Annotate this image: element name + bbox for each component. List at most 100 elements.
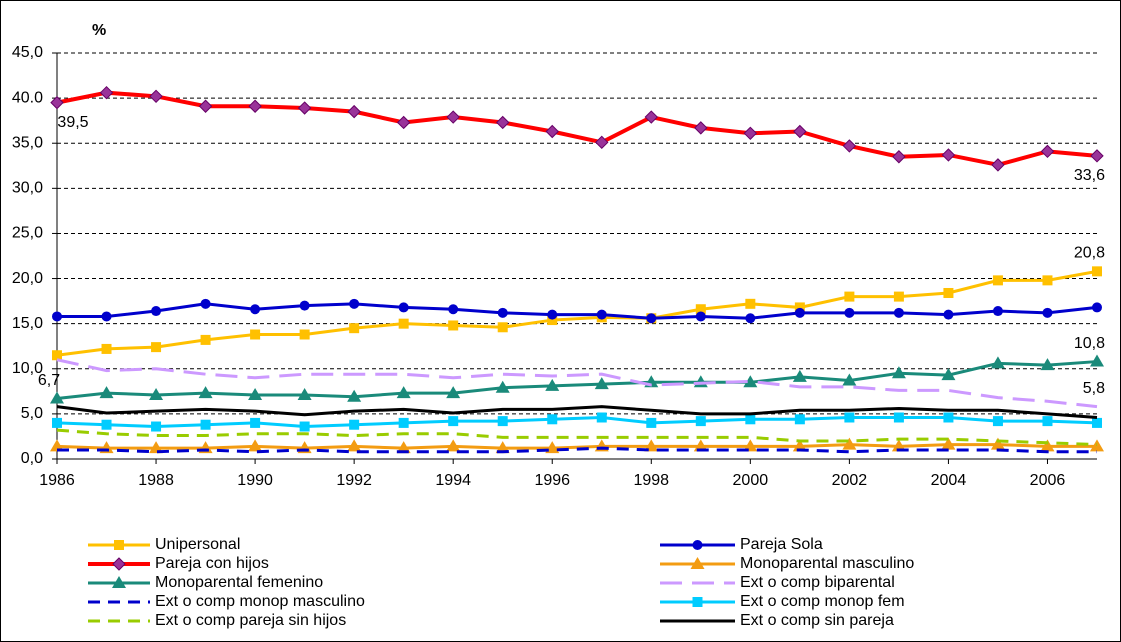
data-point <box>545 124 559 139</box>
data-point <box>99 85 114 100</box>
data-point <box>398 318 409 329</box>
x-tick-label: 2002 <box>832 472 868 489</box>
data-point <box>646 313 657 324</box>
data-point <box>50 391 64 404</box>
legend-label: Monoparental masculino <box>740 555 914 572</box>
data-point <box>547 414 558 425</box>
data-point <box>398 302 409 313</box>
data-point <box>695 416 706 427</box>
data-point <box>792 439 807 452</box>
data-point <box>842 373 857 386</box>
data-point <box>745 298 756 309</box>
data-point <box>1090 439 1104 452</box>
data-point <box>844 412 855 423</box>
series-line <box>57 302 1098 320</box>
data-point <box>446 439 461 452</box>
data-point <box>299 300 310 311</box>
data-point <box>1040 439 1055 452</box>
legend-label: Ext o comp biparental <box>740 574 895 591</box>
data-point <box>1042 307 1053 318</box>
data-point <box>497 307 508 318</box>
data-point <box>990 356 1005 369</box>
y-tick-label: 10,0 <box>12 360 43 377</box>
data-point <box>941 437 956 450</box>
data-point <box>495 380 510 393</box>
legend-marker <box>114 540 124 550</box>
data-point <box>52 311 62 322</box>
data-point <box>347 104 361 119</box>
data-point <box>594 377 609 390</box>
data-point <box>248 387 263 400</box>
data-point <box>943 412 954 423</box>
data-point <box>893 291 904 302</box>
x-tick-label: 1992 <box>336 472 372 489</box>
data-point <box>448 304 459 315</box>
data-point <box>1092 417 1102 428</box>
data-point <box>794 302 805 313</box>
data-point <box>52 350 62 361</box>
data-point <box>1092 302 1102 313</box>
series-line <box>56 90 1098 167</box>
x-tick-label: 1988 <box>138 472 174 489</box>
data-point <box>743 375 758 388</box>
data-point <box>1040 358 1055 371</box>
series-line <box>57 446 1097 454</box>
data-point <box>446 110 460 124</box>
data-point <box>299 329 310 340</box>
data-point <box>793 124 807 139</box>
data-point <box>842 139 857 153</box>
data-point <box>794 307 805 318</box>
data-point <box>448 320 459 331</box>
y-tick-label: 5,0 <box>21 405 43 422</box>
data-point <box>743 126 758 141</box>
x-tick-label: 2000 <box>733 472 769 489</box>
data-label: 10,8 <box>1074 335 1105 352</box>
y-tick-label: 0,0 <box>21 450 43 467</box>
data-point <box>891 439 906 452</box>
data-point <box>50 95 64 110</box>
data-point <box>842 437 857 450</box>
data-point <box>200 334 211 345</box>
data-point <box>992 275 1003 286</box>
data-point <box>297 387 312 400</box>
data-point <box>547 309 558 320</box>
data-point <box>1042 275 1053 286</box>
data-label: 39,5 <box>57 114 88 131</box>
data-point <box>198 386 213 399</box>
data-label: 33,6 <box>1074 167 1105 184</box>
data-point <box>198 99 213 113</box>
x-tick-label: 1994 <box>435 472 471 489</box>
data-point <box>1040 144 1055 159</box>
data-point <box>149 89 163 104</box>
data-point <box>200 298 211 309</box>
data-point <box>250 304 261 315</box>
data-point <box>297 101 312 115</box>
data-point <box>990 437 1005 450</box>
data-point <box>50 439 64 452</box>
data-point <box>151 306 162 317</box>
data-point <box>347 389 362 402</box>
data-point <box>101 343 112 354</box>
data-point <box>448 416 459 427</box>
data-point <box>396 115 411 130</box>
x-tick-label: 1996 <box>534 472 570 489</box>
data-point <box>941 148 956 162</box>
data-point <box>844 307 855 318</box>
data-label: 5,8 <box>1083 380 1105 397</box>
x-tick-label: 2006 <box>1030 472 1066 489</box>
data-point <box>101 311 112 322</box>
legend-marker <box>692 540 703 550</box>
series-line <box>56 405 1098 419</box>
data-point <box>644 110 658 124</box>
legend-label: Pareja Sola <box>740 536 823 553</box>
data-point <box>844 291 855 302</box>
data-point <box>893 412 904 423</box>
data-point <box>694 121 708 135</box>
data-point <box>349 323 360 334</box>
data-point <box>596 412 607 423</box>
series-line <box>56 358 1098 409</box>
data-point <box>547 315 558 326</box>
legend-marker <box>112 576 126 588</box>
data-point <box>792 369 807 382</box>
